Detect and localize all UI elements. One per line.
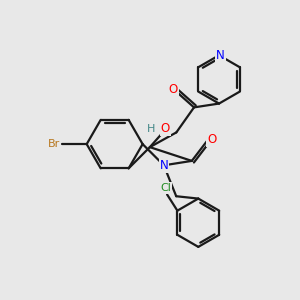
Text: N: N xyxy=(160,159,168,172)
Text: O: O xyxy=(161,122,170,135)
Text: N: N xyxy=(216,49,225,62)
Text: O: O xyxy=(207,133,216,146)
Text: H: H xyxy=(146,124,155,134)
Text: Br: Br xyxy=(48,139,60,149)
Text: Cl: Cl xyxy=(160,183,171,193)
Text: O: O xyxy=(169,83,178,96)
